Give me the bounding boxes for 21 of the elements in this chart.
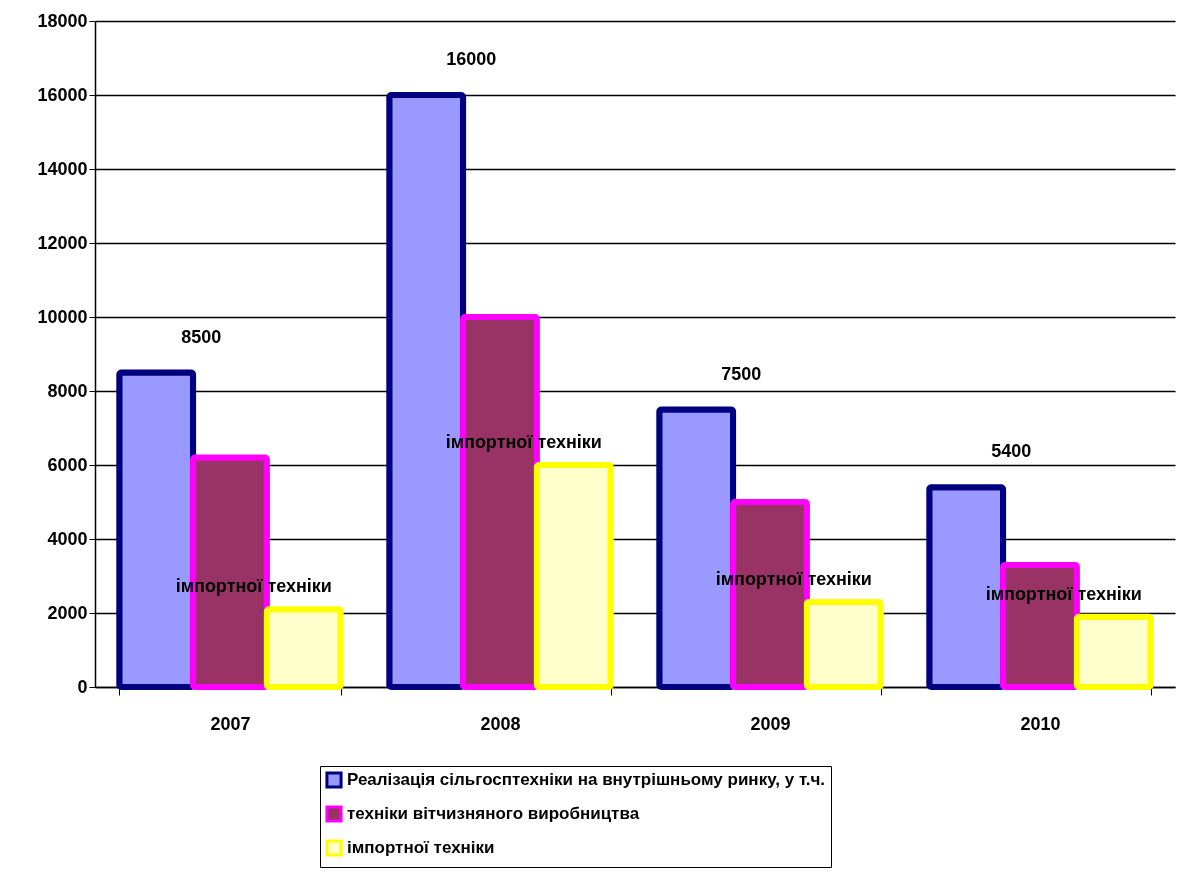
x-tick-label: 2007 xyxy=(210,713,251,734)
y-tick-label: 16000 xyxy=(37,84,88,105)
x-tick-label: 2008 xyxy=(480,713,521,734)
x-tick-label: 2009 xyxy=(750,713,791,734)
y-tick-label: 8000 xyxy=(47,380,88,401)
legend-label: техніки вітчизняного виробництва xyxy=(347,804,640,823)
y-tick-label: 14000 xyxy=(37,158,88,179)
data-label: 8500 xyxy=(181,326,222,347)
data-label: 7500 xyxy=(721,363,762,384)
y-tick-label: 6000 xyxy=(47,454,88,475)
x-tick-label: 2010 xyxy=(1020,713,1061,734)
y-tick-label: 12000 xyxy=(37,232,88,253)
legend-label: Реалізація сільгосптехніки на внутрішньому ринку, у т.ч. xyxy=(347,770,826,789)
legend-label: імпортної техніки xyxy=(347,838,495,857)
y-tick-label: 18000 xyxy=(37,10,88,31)
y-tick-label: 10000 xyxy=(37,306,88,327)
y-tick-label: 4000 xyxy=(47,528,88,549)
y-tick-label: 2000 xyxy=(47,602,88,623)
y-tick-label: 0 xyxy=(77,676,88,697)
data-label: 5400 xyxy=(991,441,1032,462)
data-label: 16000 xyxy=(446,49,497,69)
